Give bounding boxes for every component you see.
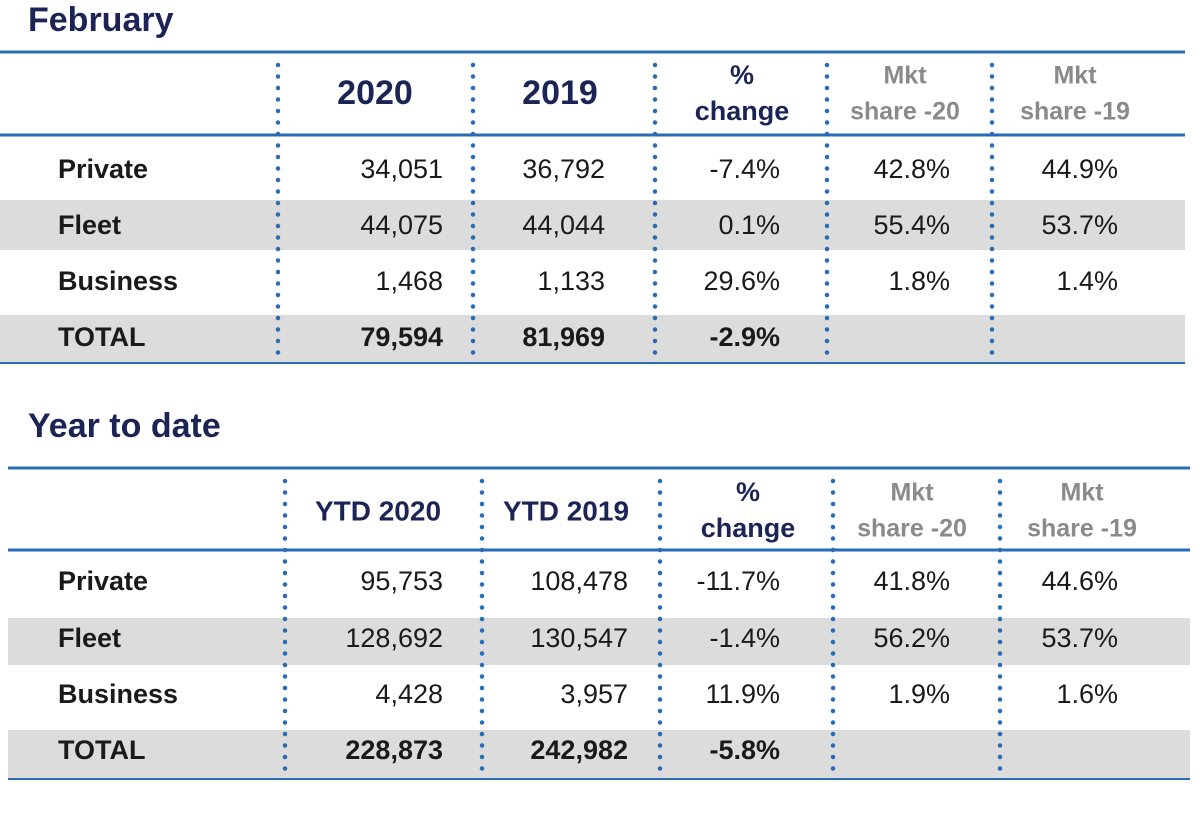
row-band [0, 315, 1185, 362]
row-label: Business [58, 266, 178, 296]
cell: 34,051 [360, 154, 443, 184]
cell: -5.8% [709, 735, 780, 765]
column-header: share -19 [1020, 98, 1130, 126]
cell: 56.2% [873, 623, 950, 653]
cell: 1.9% [888, 679, 950, 709]
cell: 1.6% [1056, 679, 1118, 709]
row-band [8, 618, 1190, 665]
cell: 44,044 [522, 210, 605, 240]
cell: 53.7% [1041, 210, 1118, 240]
row-label: TOTAL [58, 735, 146, 765]
cell: 130,547 [530, 623, 628, 653]
cell: 108,478 [530, 566, 628, 596]
column-header: YTD 2020 [315, 495, 441, 526]
column-header: % [730, 60, 754, 90]
cell: 29.6% [703, 266, 780, 296]
column-header: Mkt [1053, 62, 1097, 90]
cell: 228,873 [345, 735, 443, 765]
column-header: % [736, 477, 760, 507]
section-title: Year to date [28, 407, 221, 445]
cell: 44.9% [1041, 154, 1118, 184]
cell: -7.4% [709, 154, 780, 184]
row-label: TOTAL [58, 322, 146, 352]
cell: 44.6% [1041, 566, 1118, 596]
row-label: Private [58, 566, 148, 596]
cell: 95,753 [360, 566, 443, 596]
row-label: Private [58, 154, 148, 184]
column-header: change [701, 513, 796, 543]
cell: 42.8% [873, 154, 950, 184]
row-label: Fleet [58, 210, 121, 240]
cell: 3,957 [560, 679, 628, 709]
column-header: Mkt [890, 479, 934, 507]
column-header: YTD 2019 [503, 495, 629, 526]
cell: 242,982 [530, 735, 628, 765]
column-header: 2019 [522, 74, 598, 112]
cell: 1.4% [1056, 266, 1118, 296]
cell: 36,792 [522, 154, 605, 184]
cell: 44,075 [360, 210, 443, 240]
cell: 4,428 [375, 679, 443, 709]
column-header: Mkt [1060, 479, 1104, 507]
cell: 41.8% [873, 566, 950, 596]
column-header: share -20 [850, 98, 960, 126]
cell: 79,594 [360, 322, 443, 352]
column-header: 2020 [337, 74, 413, 112]
column-header: share -20 [857, 515, 967, 543]
column-header: Mkt [883, 62, 927, 90]
row-band [0, 200, 1185, 250]
section-title: February [28, 1, 174, 39]
cell: 53.7% [1041, 623, 1118, 653]
cell: 1.8% [888, 266, 950, 296]
column-header: change [695, 96, 790, 126]
cell: 1,133 [537, 266, 605, 296]
cell: -1.4% [709, 623, 780, 653]
cell: 55.4% [873, 210, 950, 240]
cell: 1,468 [375, 266, 443, 296]
cell: 11.9% [705, 679, 780, 709]
row-band [8, 730, 1190, 778]
cell: 81,969 [522, 322, 605, 352]
cell: -2.9% [709, 322, 780, 352]
cell: 0.1% [718, 210, 780, 240]
cell: -11.7% [696, 566, 780, 596]
row-label: Business [58, 679, 178, 709]
cell: 128,692 [345, 623, 443, 653]
row-label: Fleet [58, 623, 121, 653]
column-header: share -19 [1027, 515, 1137, 543]
